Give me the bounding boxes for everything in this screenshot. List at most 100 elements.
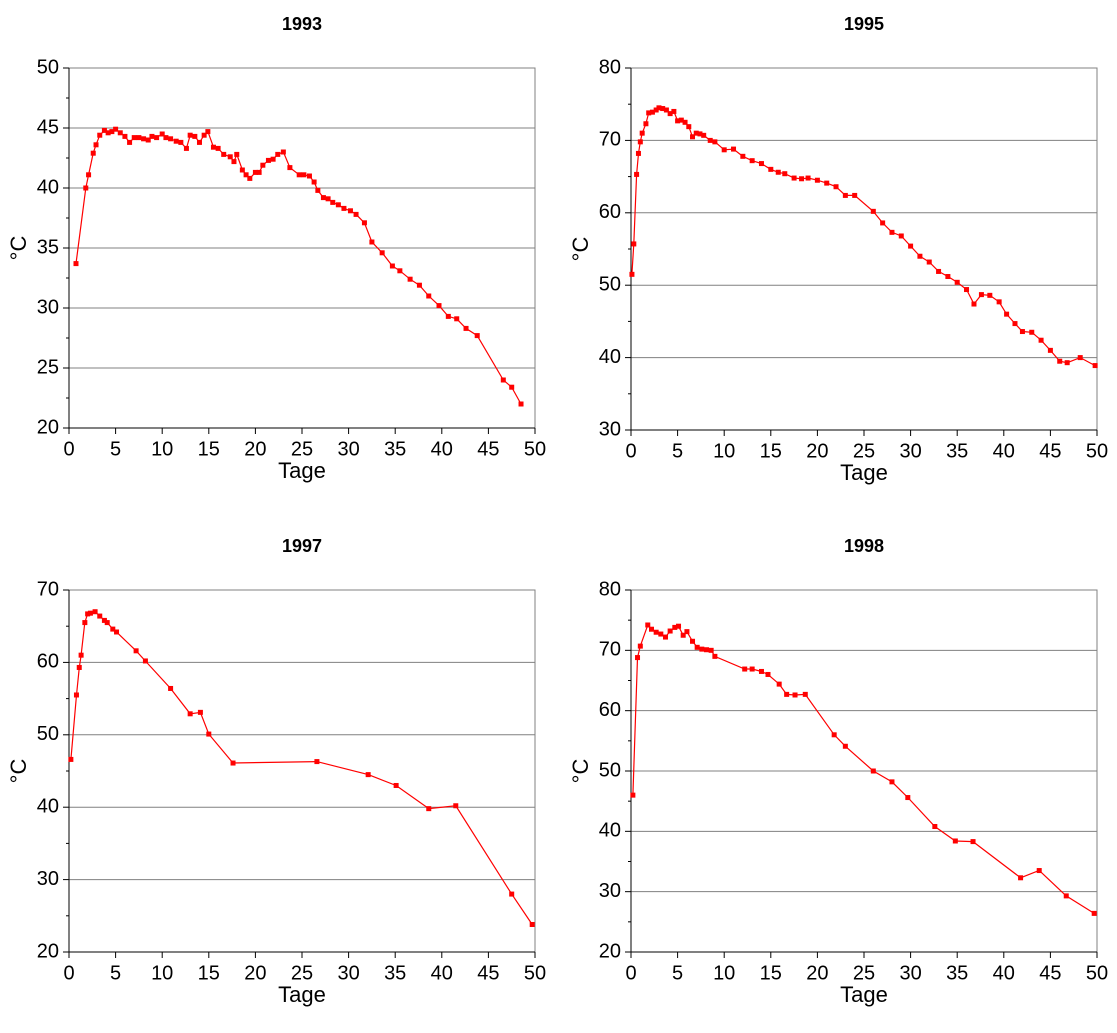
data-point [436, 303, 442, 309]
y-tick-label: 70 [599, 129, 621, 151]
data-point [712, 653, 718, 659]
x-tick-label: 0 [63, 438, 74, 460]
data-point [905, 795, 911, 801]
x-tick-label: 20 [244, 962, 266, 984]
data-point [684, 629, 690, 635]
data-point [1047, 347, 1053, 353]
data-point [653, 629, 659, 635]
y-tick-label: 45 [37, 116, 59, 138]
data-point [675, 118, 681, 124]
data-point [635, 150, 641, 156]
x-tick-label: 30 [899, 962, 921, 984]
x-tick-label: 45 [1039, 962, 1061, 984]
data-point [306, 173, 312, 179]
y-axis-label: °C [6, 759, 31, 784]
data-point [122, 133, 128, 139]
x-axis-label: Tage [840, 460, 888, 485]
data-point [889, 229, 895, 235]
data-point [1036, 868, 1042, 874]
data-point [952, 838, 958, 844]
x-tick-label: 35 [946, 440, 968, 462]
data-point [109, 129, 115, 135]
data-point [802, 691, 808, 697]
data-point [680, 632, 686, 638]
data-point [784, 691, 790, 697]
data-point [634, 171, 640, 177]
y-tick-label: 80 [599, 578, 621, 600]
data-point [270, 156, 276, 162]
y-tick-label: 50 [599, 273, 621, 295]
data-point [663, 107, 669, 113]
x-tick-label: 25 [853, 962, 875, 984]
data-point [667, 628, 673, 634]
data-point [397, 268, 403, 274]
data-point [926, 259, 932, 265]
data-point [426, 293, 432, 299]
y-axis-label: °C [568, 237, 593, 262]
data-point [104, 620, 110, 626]
data-point [445, 313, 451, 319]
data-point [389, 263, 395, 269]
y-tick-label: 20 [37, 940, 59, 962]
x-tick-label: 5 [110, 962, 121, 984]
data-point [215, 145, 221, 151]
data-point [917, 253, 923, 259]
x-tick-label: 45 [477, 962, 499, 984]
data-point [145, 137, 151, 143]
data-point [311, 179, 317, 185]
data-point [1038, 337, 1044, 343]
y-tick-label: 40 [37, 176, 59, 198]
data-point [379, 250, 385, 256]
data-point [187, 132, 193, 138]
x-tick-label: 50 [524, 962, 546, 984]
data-point [110, 626, 116, 632]
data-point [656, 105, 662, 111]
x-tick-label: 10 [713, 962, 735, 984]
data-point [117, 130, 123, 136]
x-tick-label: 40 [993, 962, 1015, 984]
data-point [105, 130, 111, 136]
data-point [369, 239, 375, 245]
x-tick-label: 50 [524, 438, 546, 460]
data-point [287, 165, 293, 171]
data-point [393, 782, 399, 788]
data-point [686, 124, 692, 130]
data-point [92, 609, 98, 615]
data-point [639, 130, 645, 136]
data-point [649, 626, 655, 632]
data-point [141, 136, 147, 142]
data-point [474, 333, 480, 339]
data-point [230, 760, 236, 766]
data-point [731, 146, 737, 152]
data-point [701, 132, 707, 138]
data-point [500, 377, 506, 383]
data-point [183, 145, 189, 151]
data-point [880, 220, 886, 226]
x-tick-label: 15 [760, 440, 782, 462]
data-point [426, 806, 432, 812]
data-point [712, 139, 718, 145]
data-point [758, 161, 764, 167]
data-point [775, 169, 781, 175]
data-point [78, 652, 84, 658]
data-point [416, 282, 422, 288]
data-point [136, 135, 142, 141]
data-point [742, 666, 748, 672]
y-tick-label: 70 [599, 639, 621, 661]
y-tick-label: 30 [37, 296, 59, 318]
data-point [646, 110, 652, 116]
y-tick-label: 60 [599, 201, 621, 223]
data-point [315, 187, 321, 193]
data-point [799, 176, 805, 182]
data-point [320, 195, 326, 201]
data-point [631, 241, 637, 247]
y-tick-label: 30 [37, 868, 59, 890]
data-point [205, 129, 211, 135]
data-point [168, 685, 174, 691]
data-point [221, 151, 227, 157]
data-point [296, 172, 302, 178]
data-point [870, 768, 876, 774]
x-tick-label: 0 [63, 962, 74, 984]
data-point [782, 171, 788, 177]
x-tick-label: 0 [625, 440, 636, 462]
